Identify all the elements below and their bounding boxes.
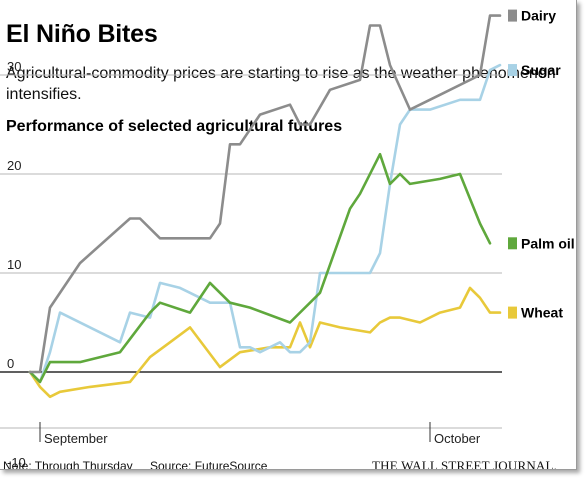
legend-swatch-dairy (508, 9, 517, 22)
series-line-sugar (28, 63, 502, 384)
legend-label-wheat: Wheat (521, 305, 563, 321)
legend-swatch-palm-oil (508, 237, 517, 250)
publisher-logo: THE WALL STREET JOURNAL. (372, 458, 558, 470)
x-axis (0, 422, 502, 442)
y-tick-label: 30 (7, 59, 21, 74)
legend: Dairy Sugar Palm oil Wheat (508, 8, 575, 321)
series-line-wheat (28, 286, 502, 399)
y-tick-label: 0 (7, 356, 14, 371)
source-note: Source: FutureSource (150, 459, 268, 470)
legend-label-dairy: Dairy (521, 8, 556, 24)
legend-swatch-wheat (508, 306, 517, 319)
series-line-dairy (28, 14, 502, 374)
y-tick-label: 20 (7, 158, 21, 173)
grid-lines (0, 74, 502, 373)
legend-label-palm-oil: Palm oil (521, 235, 575, 251)
chart-subtitle: Agricultural-commodity prices are starti… (6, 65, 556, 103)
x-tick-label: September (44, 431, 108, 446)
chart-headline: El Niño Bites (6, 20, 158, 48)
footnote: Note: Through Thursday (3, 459, 133, 470)
y-tick-label: -10 (7, 455, 26, 469)
series-line-palm-oil (28, 152, 492, 384)
chart-title: Performance of selected agricultural fut… (6, 118, 343, 135)
series-lines (28, 14, 502, 399)
x-tick-label: October (434, 431, 481, 446)
legend-swatch-sugar (508, 64, 517, 77)
y-tick-label: 10 (7, 257, 21, 272)
chart-card: El Niño Bites Agricultural-commodity pri… (0, 0, 577, 470)
legend-label-sugar: Sugar (521, 62, 561, 78)
